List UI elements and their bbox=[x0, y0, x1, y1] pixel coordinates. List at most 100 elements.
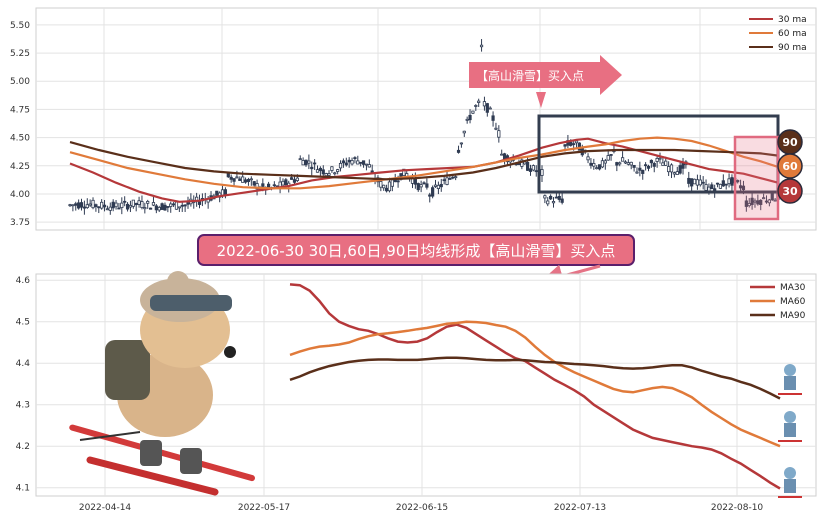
candle-body bbox=[350, 160, 354, 165]
candle-body bbox=[419, 184, 423, 188]
candle-body bbox=[667, 166, 671, 173]
candle-body bbox=[661, 162, 665, 166]
candle-body bbox=[528, 168, 533, 172]
skier-icons bbox=[778, 364, 802, 498]
candle-body bbox=[474, 105, 478, 107]
candle-body bbox=[502, 153, 507, 160]
candle-body bbox=[146, 201, 150, 204]
top-y-tick-labels: 3.75 4.00 4.25 4.50 4.75 5.00 5.25 5.50 bbox=[10, 21, 30, 228]
candle-body bbox=[284, 179, 288, 186]
candle-body bbox=[77, 202, 81, 209]
candle-body bbox=[638, 167, 642, 171]
ma-line-60-ma bbox=[69, 136, 779, 190]
candle-body bbox=[183, 204, 187, 207]
candle-body bbox=[606, 155, 610, 161]
candle-body bbox=[569, 141, 573, 146]
candle-body bbox=[88, 203, 92, 206]
candle-body bbox=[220, 189, 225, 196]
candle-body bbox=[82, 206, 86, 209]
badge-90-label: 90 bbox=[782, 136, 798, 149]
candle-body bbox=[609, 154, 613, 156]
candle-body bbox=[79, 202, 84, 208]
candle-body bbox=[615, 162, 619, 166]
candle-body bbox=[747, 203, 751, 207]
candle-body bbox=[154, 205, 158, 211]
top-legend: 30 ma 60 ma 90 ma bbox=[749, 15, 807, 53]
ma-badges: 90 60 30 bbox=[777, 129, 803, 204]
candle-body bbox=[68, 204, 72, 207]
candle-body bbox=[762, 197, 766, 200]
candle-body bbox=[554, 196, 558, 199]
banner-box bbox=[197, 234, 635, 266]
candle-body bbox=[422, 182, 426, 185]
legend-label-ma60: MA60 bbox=[780, 297, 806, 307]
candle-body bbox=[546, 200, 550, 205]
candle-body bbox=[71, 204, 75, 207]
candle-body bbox=[353, 157, 357, 160]
candle-body bbox=[169, 203, 173, 207]
ma-line-MA30 bbox=[289, 283, 781, 490]
candle-body bbox=[172, 203, 176, 206]
candle-body bbox=[770, 193, 774, 201]
candle-body bbox=[174, 201, 179, 210]
candle-body bbox=[672, 172, 676, 175]
badge-60 bbox=[777, 153, 803, 179]
candle-body bbox=[540, 169, 544, 176]
skiing-dog-illustration bbox=[69, 271, 255, 496]
legend-label-30ma: 30 ma bbox=[778, 15, 807, 25]
candle-body bbox=[436, 184, 440, 189]
candle-body bbox=[626, 162, 630, 165]
bottom-x-tick-label: 2022-06-15 bbox=[396, 503, 448, 513]
candle-body bbox=[229, 176, 233, 180]
candle-body bbox=[359, 161, 363, 164]
candle-body bbox=[333, 172, 337, 175]
candle-body bbox=[451, 176, 455, 179]
candle-body bbox=[448, 178, 452, 180]
candle-body bbox=[315, 169, 320, 173]
candle-body bbox=[298, 158, 302, 161]
candle-body bbox=[241, 176, 245, 183]
candle-body bbox=[534, 170, 538, 173]
candle-body bbox=[695, 179, 700, 186]
candle-body bbox=[367, 164, 371, 168]
candle-body bbox=[313, 162, 317, 165]
candle-body bbox=[114, 202, 118, 208]
bottom-y-tick-label: 4.1 bbox=[16, 484, 30, 494]
candle-body bbox=[563, 144, 567, 147]
candle-body bbox=[773, 199, 777, 202]
candle-body bbox=[439, 183, 443, 188]
candle-body bbox=[707, 186, 711, 192]
candle-body bbox=[687, 177, 691, 184]
candle-body bbox=[644, 164, 648, 167]
candle-body bbox=[384, 187, 389, 192]
top-y-tick-label: 5.50 bbox=[10, 21, 30, 31]
candle-body bbox=[416, 183, 420, 191]
candle-body bbox=[125, 203, 130, 210]
candle-body bbox=[344, 162, 348, 166]
top-y-tick-label: 5.25 bbox=[10, 49, 30, 59]
candle-body bbox=[753, 200, 757, 203]
bottom-y-tick-label: 4.5 bbox=[16, 318, 30, 328]
top-y-tick-label: 3.75 bbox=[10, 218, 30, 228]
bottom-x-tick-label: 2022-08-10 bbox=[711, 503, 764, 513]
candle-body bbox=[307, 160, 311, 164]
top-ma-lines bbox=[69, 136, 779, 203]
candle-body bbox=[134, 202, 138, 206]
ma-line-90-ma bbox=[69, 141, 779, 181]
skier-icon bbox=[778, 364, 802, 395]
candle-body bbox=[715, 182, 720, 185]
candle-body bbox=[295, 177, 299, 181]
bottom-ma-lines bbox=[289, 283, 781, 490]
skier-icon bbox=[778, 411, 802, 442]
callout-arrow-shape bbox=[469, 55, 622, 95]
candle-body bbox=[425, 183, 429, 188]
candle-body bbox=[649, 159, 653, 164]
candle-body bbox=[123, 200, 127, 203]
candle-body bbox=[304, 159, 308, 166]
top-y-tick-label: 4.00 bbox=[10, 190, 30, 200]
badge-60-label: 60 bbox=[782, 160, 798, 173]
candle-body bbox=[531, 165, 535, 171]
top-y-tick-label: 4.25 bbox=[10, 162, 30, 172]
candle-body bbox=[100, 201, 104, 209]
candle-body bbox=[266, 183, 271, 188]
